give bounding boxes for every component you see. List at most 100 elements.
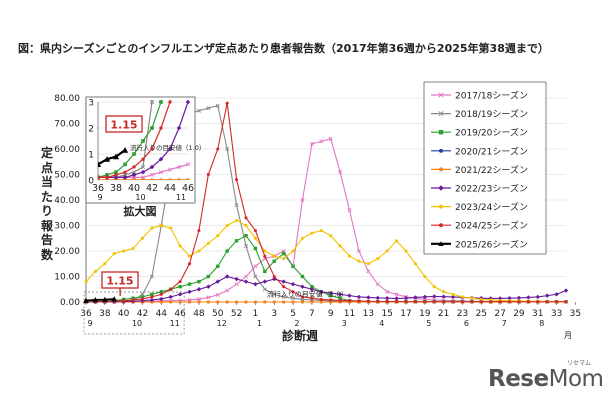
- data-point: [215, 279, 220, 284]
- data-point: [272, 274, 276, 279]
- data-point: [282, 285, 286, 289]
- data-point: [150, 126, 154, 130]
- legend-label: 2022/23シーズン: [455, 183, 528, 195]
- data-point: [159, 292, 163, 296]
- x-tick-label: 27: [494, 309, 505, 319]
- y-tick-label: 60.00: [54, 145, 80, 155]
- inset-frame: [85, 96, 196, 204]
- data-point: [149, 164, 155, 170]
- data-point: [290, 281, 296, 287]
- data-point: [185, 100, 190, 105]
- data-point: [438, 241, 444, 246]
- data-point: [263, 254, 267, 258]
- data-point: [253, 264, 258, 269]
- data-point: [432, 285, 436, 289]
- data-point: [140, 175, 146, 180]
- data-point: [376, 257, 380, 261]
- data-point: [114, 170, 118, 174]
- data-point: [168, 74, 172, 78]
- data-point: [187, 254, 192, 258]
- guide-line-group: 流行入りの目安値（1.0） 1.15: [101, 271, 348, 298]
- data-point: [517, 300, 521, 304]
- legend-label: 2023/24シーズン: [455, 201, 528, 213]
- data-point: [196, 287, 202, 292]
- data-point: [121, 147, 129, 153]
- data-point: [140, 169, 146, 175]
- data-point: [291, 249, 295, 253]
- data-point: [281, 251, 286, 256]
- inset-y-tick-label: 1: [88, 151, 94, 161]
- inset-series-line: [98, 147, 129, 167]
- data-point: [442, 300, 446, 304]
- data-point: [442, 290, 446, 294]
- data-point: [309, 141, 314, 146]
- data-point: [356, 248, 361, 254]
- data-point: [404, 249, 408, 253]
- x-tick-label: 9: [328, 309, 334, 319]
- data-point: [234, 239, 239, 243]
- inset-month-label: 10: [135, 193, 145, 202]
- data-point: [395, 239, 399, 243]
- data-point: [197, 229, 201, 233]
- legend-item: 2022/23シーズン: [431, 183, 528, 195]
- data-point: [169, 226, 173, 230]
- data-point: [122, 249, 126, 253]
- data-point: [310, 300, 314, 304]
- data-point: [438, 185, 444, 191]
- data-point: [439, 204, 443, 209]
- data-point: [216, 300, 220, 304]
- data-point: [140, 164, 146, 170]
- data-point: [554, 292, 559, 297]
- data-point: [319, 300, 323, 304]
- inset-guide-label: 流行入りの目安値（1.0）: [130, 143, 205, 152]
- data-point: [281, 279, 286, 284]
- data-point: [122, 299, 126, 303]
- data-point: [310, 285, 314, 289]
- inset-x-tick-label: 40: [128, 183, 140, 194]
- data-point: [197, 249, 201, 253]
- x-tick-label: 23: [457, 309, 468, 319]
- series-path: [85, 219, 566, 303]
- data-point: [225, 223, 229, 228]
- data-point: [394, 292, 399, 297]
- legend-label: 2021/22シーズン: [455, 164, 528, 176]
- data-point: [413, 300, 417, 304]
- x-tick-label: 46: [174, 309, 186, 319]
- data-point: [281, 294, 286, 299]
- highlight-box: [83, 291, 185, 335]
- data-point: [206, 106, 211, 111]
- data-point: [329, 293, 333, 298]
- data-point: [536, 300, 540, 304]
- data-point: [122, 175, 128, 180]
- inset-x-tick-label: 38: [110, 183, 122, 194]
- data-point: [131, 170, 137, 175]
- data-point: [150, 178, 154, 180]
- data-point: [141, 178, 145, 180]
- month-label: 3: [342, 319, 347, 328]
- data-point: [122, 172, 128, 177]
- legend-label: 2018/19シーズン: [455, 108, 528, 120]
- data-point: [178, 300, 182, 304]
- data-point: [507, 295, 512, 301]
- month-label: 11: [170, 319, 180, 328]
- legend: 2017/18シーズン 2018/19シーズン 2019/20シーズン 2020/21…: [423, 81, 547, 255]
- y-tick-label: 30.00: [54, 222, 80, 232]
- data-point: [394, 296, 399, 301]
- data-point: [263, 300, 267, 304]
- y-tick-label: 20.00: [54, 247, 80, 257]
- data-point: [479, 300, 483, 304]
- data-point: [438, 111, 444, 117]
- inset-highlight-value: 1.15: [110, 119, 137, 132]
- data-point: [168, 178, 172, 180]
- data-point: [310, 231, 314, 235]
- x-tick-label: 13: [363, 309, 374, 319]
- x-tick-label: 42: [137, 309, 148, 319]
- data-point: [319, 229, 323, 233]
- data-point: [196, 108, 201, 113]
- data-point: [177, 178, 181, 180]
- data-point: [168, 294, 173, 300]
- x-tick-label: 7: [309, 309, 315, 319]
- data-point: [376, 299, 380, 304]
- data-point: [338, 244, 342, 248]
- data-point: [98, 161, 102, 167]
